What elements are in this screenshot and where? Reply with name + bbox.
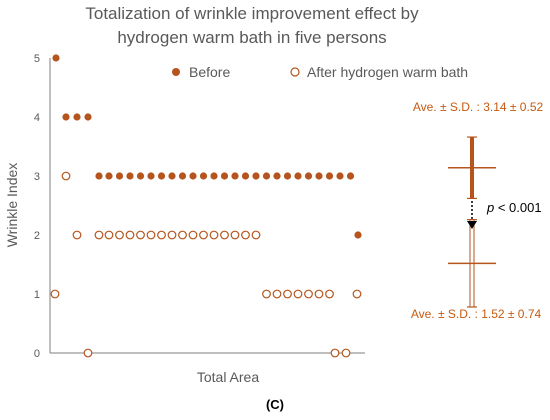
p-value-symbol: p (486, 200, 494, 215)
before-point-17 (220, 172, 229, 180)
y-tick-label-5: 5 (34, 53, 40, 65)
before-point-2 (62, 113, 70, 121)
before-point-19 (241, 172, 250, 180)
after-point-8 (125, 230, 135, 240)
before-point-28 (336, 172, 344, 180)
after-point-15 (199, 230, 208, 240)
after-point-29 (341, 348, 351, 358)
after-point-2 (61, 171, 71, 181)
after-point-19 (241, 230, 250, 240)
significance-arrow-head (467, 221, 477, 229)
before-point-7 (115, 172, 124, 180)
after-point-7 (115, 230, 124, 240)
before-point-4 (84, 113, 92, 121)
y-tick-label-2: 2 (34, 230, 40, 242)
legend-after-marker (290, 67, 300, 77)
after-point-13 (178, 230, 187, 240)
after-summary-label: Ave. ± S.D. : 1.52 ± 0.74 (411, 307, 542, 321)
before-point-23 (283, 172, 292, 180)
after-point-5 (94, 230, 104, 240)
before-point-3 (73, 113, 81, 121)
before-point-22 (273, 172, 281, 180)
before-point-9 (136, 172, 145, 180)
after-point-1 (50, 289, 60, 299)
after-point-4 (83, 348, 93, 358)
after-point-30 (352, 289, 362, 299)
before-point-12 (168, 172, 176, 180)
data-points (50, 54, 362, 358)
after-point-12 (167, 230, 177, 240)
after-point-17 (220, 230, 229, 240)
before-point-21 (262, 172, 271, 180)
after-mean-sd-bar (448, 219, 496, 308)
y-ticks: 0 1 2 3 4 5 (34, 53, 40, 360)
after-point-9 (136, 230, 145, 240)
legend-before-label: Before (189, 64, 230, 80)
before-point-8 (126, 172, 134, 180)
legend-after-label: After hydrogen warm bath (307, 64, 468, 80)
after-point-24 (293, 289, 303, 299)
before-point-11 (157, 172, 166, 180)
x-axis-label: Total Area (197, 369, 259, 385)
panel-label: (C) (266, 397, 284, 412)
before-point-24 (294, 172, 302, 180)
y-tick-label-3: 3 (34, 171, 40, 183)
significance-label: p < 0.001 (486, 200, 542, 215)
after-point-27 (325, 289, 334, 299)
after-point-20 (251, 230, 261, 240)
before-point-13 (178, 172, 187, 180)
legend-before-marker (172, 68, 180, 76)
before-point-30 (354, 231, 362, 239)
errbar-before-sd-fill (470, 137, 474, 199)
before-point-26 (315, 172, 323, 180)
after-point-6 (104, 230, 114, 240)
y-tick-label-4: 4 (34, 112, 40, 124)
before-point-14 (189, 172, 197, 180)
before-summary-label: Ave. ± S.D. : 3.14 ± 0.52 (413, 100, 544, 114)
y-tick-label-1: 1 (34, 289, 40, 301)
after-point-3 (72, 230, 82, 240)
before-point-18 (231, 172, 239, 180)
after-point-23 (283, 289, 292, 299)
before-point-20 (252, 172, 260, 180)
after-point-25 (304, 289, 313, 299)
before-point-1 (52, 54, 60, 62)
after-point-10 (146, 230, 156, 240)
p-value-text: < 0.001 (494, 200, 541, 215)
chart-title-line-2: hydrogen warm bath in five persons (117, 28, 386, 47)
after-point-16 (209, 230, 219, 240)
before-point-15 (199, 172, 208, 180)
before-point-29 (346, 172, 355, 180)
after-point-28 (330, 348, 340, 358)
before-point-5 (95, 172, 103, 180)
before-point-27 (325, 172, 334, 180)
y-axis-label: Wrinkle Index (4, 163, 20, 248)
before-point-6 (105, 172, 113, 180)
after-point-18 (230, 230, 240, 240)
chart-title-line-1: Totalization of wrinkle improvement effe… (85, 4, 419, 23)
before-point-25 (304, 172, 313, 180)
after-point-22 (272, 289, 282, 299)
after-point-21 (262, 289, 271, 299)
after-point-11 (157, 230, 166, 240)
before-mean-sd-bar (448, 136, 496, 200)
after-point-14 (188, 230, 198, 240)
before-point-16 (210, 172, 218, 180)
y-tick-label-0: 0 (34, 348, 40, 360)
after-point-26 (314, 289, 324, 299)
before-point-10 (147, 172, 155, 180)
